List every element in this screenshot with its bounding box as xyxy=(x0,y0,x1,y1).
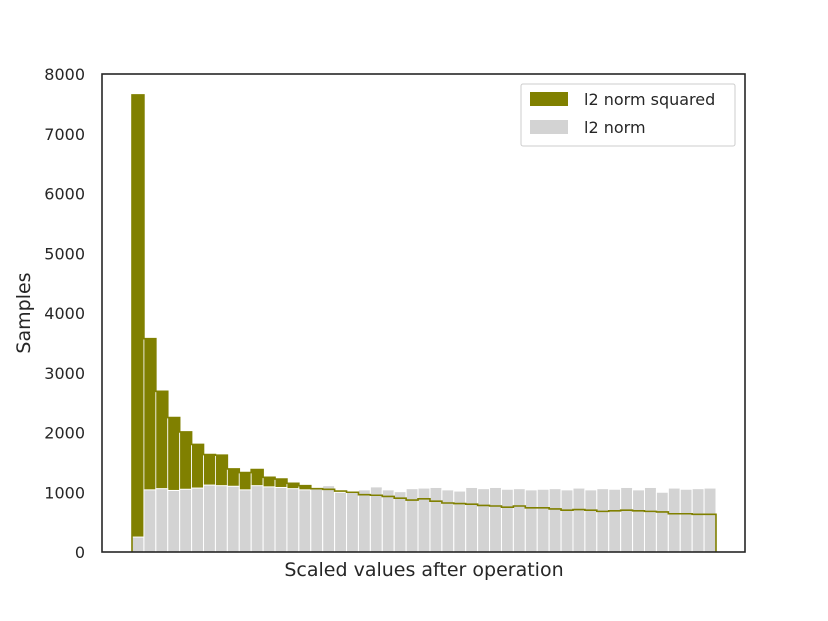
bar-l2-norm xyxy=(524,489,538,553)
bar-l2-norm xyxy=(691,488,705,553)
bar-l2-norm xyxy=(429,486,443,553)
bar-l2-norm xyxy=(322,485,336,553)
bar-l2-norm xyxy=(214,485,228,553)
bar-l2-norm xyxy=(369,486,383,553)
bar-l2-norm xyxy=(512,488,526,553)
bar-l2-norm xyxy=(489,486,502,553)
bar-l2-norm xyxy=(203,484,216,553)
bar-l2-norm xyxy=(262,486,276,553)
bar-l2-norm xyxy=(405,488,419,553)
bar-l2-norm xyxy=(667,487,681,553)
bar-l2-norm xyxy=(226,485,240,553)
bar-l2-norm xyxy=(703,487,717,553)
legend-swatch-l2-norm xyxy=(530,120,568,134)
legend-swatch-l2-norm-squared xyxy=(530,92,568,106)
bar-l2-norm xyxy=(596,488,610,553)
bar-l2-norm xyxy=(143,489,157,553)
bar-l2-norm xyxy=(191,487,205,553)
bar-l2-norm xyxy=(536,488,550,553)
bar-l2-norm xyxy=(655,491,669,553)
bar-l2-norm xyxy=(238,489,252,553)
y-tick-label: 7000 xyxy=(44,125,85,144)
legend-label-l2-norm: l2 norm xyxy=(584,118,646,137)
bar-l2-norm xyxy=(500,488,514,553)
y-tick-label: 8000 xyxy=(44,65,85,84)
bar-l2-norm xyxy=(286,488,300,553)
y-axis-ticks: 0 1000 2000 3000 4000 5000 6000 7000 8000 xyxy=(44,65,85,562)
bar-l2-norm xyxy=(381,489,395,553)
y-tick-label: 3000 xyxy=(44,364,85,383)
y-tick-label: 1000 xyxy=(44,483,85,502)
bar-l2-norm xyxy=(620,486,634,553)
bar-l2-norm xyxy=(441,489,455,553)
bar-l2-norm xyxy=(572,487,586,553)
bar-l2-norm xyxy=(679,488,693,553)
plot-frame xyxy=(101,73,746,553)
bar-l2-norm xyxy=(584,489,598,553)
bar-l2-norm xyxy=(477,488,491,553)
legend: l2 norm squared l2 norm xyxy=(520,83,736,147)
y-tick-label: 6000 xyxy=(44,185,85,204)
bar-l2-norm xyxy=(643,486,657,553)
bar-l2-norm xyxy=(357,489,371,553)
series-l2-norm-squared-step xyxy=(131,94,717,552)
series-l2-norm xyxy=(131,484,717,553)
bar-l2-norm xyxy=(250,485,264,553)
y-axis-label: Samples xyxy=(13,272,35,353)
bar-l2-norm xyxy=(310,487,324,553)
bar-l2-norm xyxy=(346,491,359,553)
y-tick-label: 4000 xyxy=(44,304,85,323)
bar-l2-norm xyxy=(632,489,645,553)
bar-l2-norm xyxy=(453,490,467,553)
legend-frame xyxy=(520,83,736,147)
bar-l2-norm xyxy=(179,488,193,553)
series-l2-norm-squared xyxy=(131,94,336,553)
y-tick-label: 5000 xyxy=(44,244,85,263)
bar-l2-norm xyxy=(417,487,431,553)
bar-l2-norm xyxy=(155,488,169,553)
bar-l2-norm xyxy=(548,488,562,553)
bar-l2-norm xyxy=(393,491,407,553)
bar-l2-norm xyxy=(560,489,574,553)
x-axis-label: Scaled values after operation xyxy=(284,559,563,581)
step-line-l2-norm-squared xyxy=(131,94,717,552)
bar-l2-norm xyxy=(298,489,312,553)
y-tick-label: 2000 xyxy=(44,424,85,443)
bar-l2-norm xyxy=(274,486,288,553)
bar-l2-norm xyxy=(131,536,145,553)
bar-l2-norm xyxy=(465,486,479,553)
bar-l2-norm xyxy=(167,489,181,553)
legend-label-l2-norm-squared: l2 norm squared xyxy=(584,90,715,109)
bar-l2-norm xyxy=(334,491,348,553)
bar-l2-norm xyxy=(608,488,622,553)
bar-l2-norm-squared xyxy=(131,94,145,553)
y-tick-label: 0 xyxy=(75,543,85,562)
